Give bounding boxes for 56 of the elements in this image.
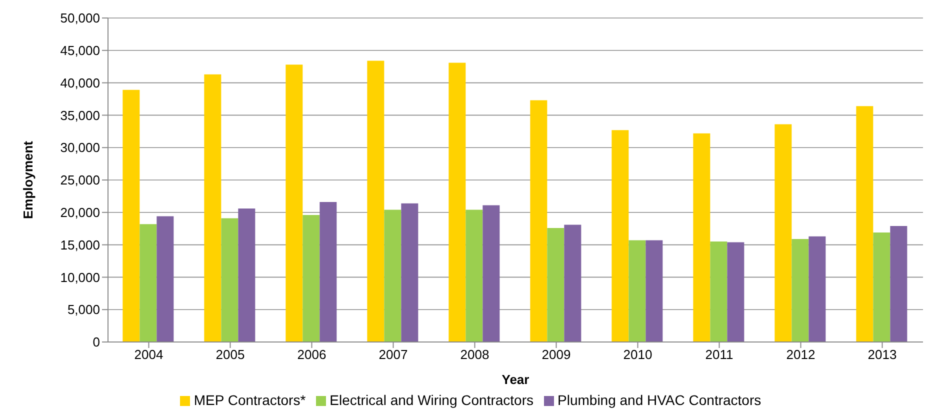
x-tick-label: 2010 (623, 347, 652, 362)
y-tick-label: 5,000 (67, 302, 100, 318)
y-axis-title: Employment (20, 140, 36, 220)
y-tick-label: 15,000 (60, 237, 100, 252)
bar (448, 62, 466, 342)
x-tick-label: 2013 (868, 347, 897, 362)
bar (320, 202, 337, 342)
bar (156, 216, 174, 342)
y-tick-label: 50,000 (60, 10, 100, 26)
bar (367, 60, 384, 342)
x-tick-label: 2007 (378, 347, 408, 362)
bar (384, 210, 402, 342)
legend-label: Electrical and Wiring Contractors (330, 392, 534, 408)
x-tick-label: 2012 (786, 347, 816, 362)
x-tick-label: 2006 (297, 347, 326, 362)
y-tick-label: 10,000 (60, 270, 100, 285)
bar (122, 90, 140, 342)
bar (792, 238, 809, 342)
bar (808, 236, 826, 342)
legend-label: Plumbing and HVAC Contractors (558, 392, 762, 408)
x-tick-label: 2005 (216, 347, 245, 362)
x-tick-label: 2004 (134, 347, 164, 362)
x-tick-label: 2008 (460, 347, 490, 362)
bar (140, 224, 157, 342)
bar (890, 226, 908, 342)
y-tick-label: 45,000 (60, 43, 100, 58)
bar (727, 242, 744, 342)
y-tick-label: 35,000 (60, 108, 100, 123)
bar (221, 218, 238, 342)
legend-label: MEP Contractors* (194, 392, 306, 408)
bar (612, 130, 629, 342)
bar (204, 74, 222, 342)
y-tick-label: 25,000 (60, 172, 100, 188)
bar (547, 228, 564, 342)
bar (482, 205, 500, 342)
y-tick-label: 0 (92, 334, 100, 350)
x-tick-label: 2009 (542, 347, 571, 362)
y-tick-label: 40,000 (60, 75, 100, 90)
bar (401, 203, 418, 342)
bar (628, 240, 646, 342)
bar (564, 224, 582, 342)
bar (646, 240, 663, 342)
bar (530, 100, 548, 342)
bar (286, 64, 303, 342)
x-tick-label: 2011 (705, 347, 734, 362)
y-tick-label: 30,000 (60, 140, 100, 156)
bar (873, 232, 890, 342)
bar (710, 242, 728, 342)
x-axis-title: Year (502, 372, 530, 387)
bar (302, 214, 320, 342)
y-tick-label: 20,000 (60, 205, 100, 220)
bar (238, 208, 256, 342)
bar (774, 124, 792, 342)
bar (466, 210, 483, 342)
bar (856, 106, 874, 342)
bar (693, 133, 710, 342)
